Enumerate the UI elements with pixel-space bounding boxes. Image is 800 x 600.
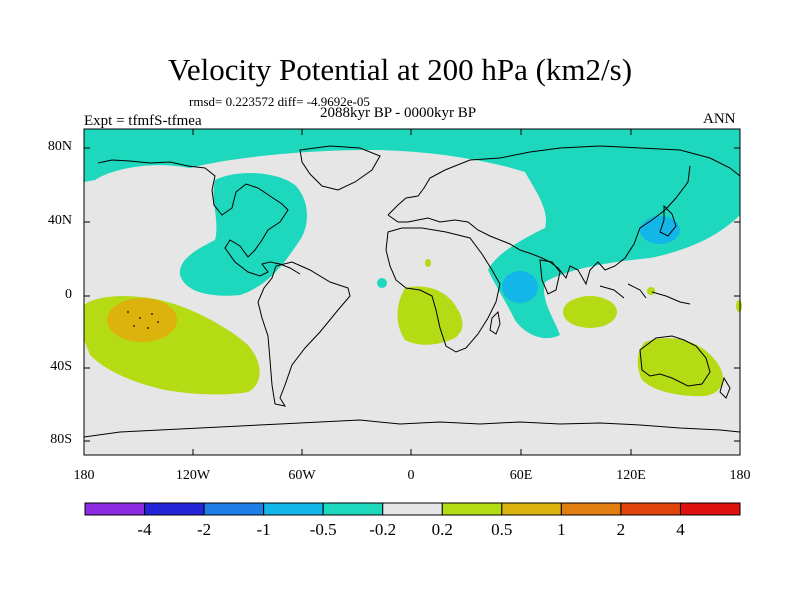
colorbar xyxy=(84,502,741,516)
colorbar-tick-label: -1 xyxy=(256,520,271,539)
contour-neg-japan xyxy=(640,216,680,244)
colorbar-tick-label: -2 xyxy=(197,520,212,539)
contour-pos-indian-ocean xyxy=(563,296,617,328)
lon-tick-label: 0 xyxy=(407,468,415,483)
colorbar-box xyxy=(203,502,265,516)
coast-australia xyxy=(639,335,711,387)
colorbar-tick-label: 0.5 xyxy=(491,520,513,539)
stipple-dots xyxy=(127,311,159,329)
lon-tick-label: 180 xyxy=(73,468,95,483)
coast-antarctica xyxy=(83,419,741,438)
stats-line: rmsd= 0.223572 diff= -4.9692e-05 xyxy=(189,94,370,109)
lon-tick-label: 120E xyxy=(616,468,646,483)
colorbar-tick-label: 1 xyxy=(557,520,566,539)
lon-tick-label: 60W xyxy=(288,468,316,483)
contour-pos-maritime-spot xyxy=(647,287,655,295)
colorbar-tick-label: -0.2 xyxy=(369,520,397,539)
colorbar-tick-label: 2 xyxy=(616,520,626,539)
lat-tick-label: 40N xyxy=(47,213,72,228)
contour-pos-east-edge xyxy=(736,300,742,312)
colorbar-box xyxy=(84,502,146,516)
colorbar-box xyxy=(263,502,324,516)
chart-title: Velocity Potential at 200 hPa (km2/s) xyxy=(167,52,633,87)
coast-eurasia xyxy=(387,145,741,286)
period-label: 2088kyr BP - 0000kyr BP xyxy=(320,105,477,121)
colorbar-box xyxy=(620,502,681,516)
colorbar-box xyxy=(144,502,205,516)
contour-neg-namerica xyxy=(179,173,307,296)
coast-south-america xyxy=(257,261,351,407)
colorbar-box xyxy=(382,502,443,516)
map-frame xyxy=(83,128,741,456)
contour-pos-pacific-core xyxy=(107,298,177,342)
lat-tick-label: 0 xyxy=(65,287,72,302)
coast-north-america xyxy=(97,159,301,277)
coast-madagascar xyxy=(489,310,501,335)
colorbar-tick-label: 0.2 xyxy=(431,520,453,539)
coast-new-zealand xyxy=(719,376,731,399)
contour-neg-atlantic-spot xyxy=(377,278,387,288)
contour-neg-arabian-sea xyxy=(502,271,538,303)
colorbar-tick-label: -4 xyxy=(137,520,152,539)
season-label: ANN xyxy=(703,111,736,127)
coast-japan xyxy=(659,204,677,237)
colorbar-box xyxy=(560,502,622,516)
colorbar-box xyxy=(501,502,562,516)
colorbar-box xyxy=(679,502,741,516)
contour-neg-arctic xyxy=(84,129,740,339)
colorbar-box xyxy=(322,502,384,516)
lon-tick-label: 60E xyxy=(509,468,533,483)
coast-africa xyxy=(385,227,501,353)
lat-tick-label: 40S xyxy=(50,359,72,374)
experiment-label: Expt = tfmfS-tfmea xyxy=(84,113,202,129)
coast-maritime-continent xyxy=(599,283,691,305)
contour-pos-africa-spot xyxy=(425,259,431,267)
lat-tick-label: 80N xyxy=(47,139,72,154)
colorbar-tick-label: 4 xyxy=(676,520,685,539)
axis-ticks xyxy=(84,129,740,455)
lon-tick-label: 180 xyxy=(729,468,751,483)
coast-greenland xyxy=(299,145,381,191)
contour-pos-south-atlantic xyxy=(397,286,463,345)
colorbar-tick-label: -0.5 xyxy=(309,520,337,539)
lat-tick-label: 80S xyxy=(50,432,72,447)
colorbar-box xyxy=(441,502,503,516)
lon-tick-label: 120W xyxy=(175,468,211,483)
coast-india xyxy=(539,259,561,295)
coastlines xyxy=(83,145,741,438)
